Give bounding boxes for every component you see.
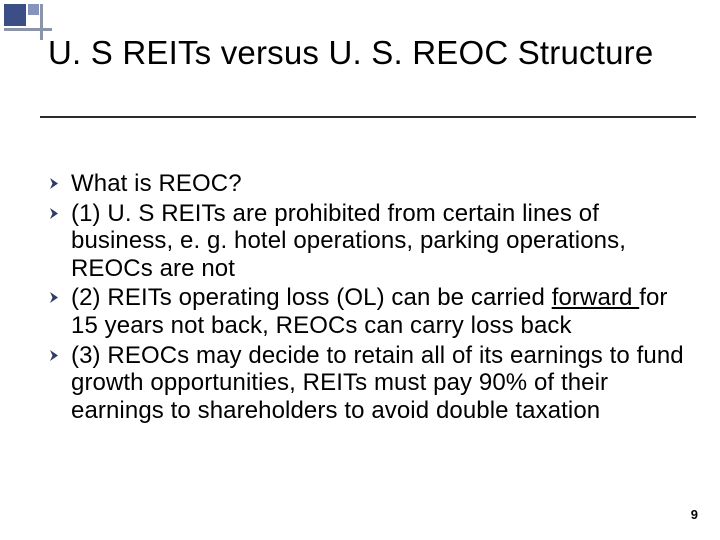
corner-decoration [0, 0, 54, 42]
slide-title: U. S REITs versus U. S. REOC Structure [48, 34, 668, 72]
bullet-arrow-icon [48, 177, 61, 195]
bullet-row: (2) REITs operating loss (OL) can be car… [48, 284, 688, 339]
slide-body: What is REOC?(1) U. S REITs are prohibit… [48, 170, 688, 426]
bullet-text: What is REOC? [71, 170, 242, 198]
bullet-text: (3) REOCs may decide to retain all of it… [71, 342, 688, 425]
title-underline-rule [40, 116, 696, 118]
bullet-arrow-icon [48, 291, 61, 309]
page-number: 9 [691, 507, 698, 522]
slide: U. S REITs versus U. S. REOC Structure W… [0, 0, 720, 540]
bullet-text-underlined: forward [552, 284, 640, 311]
bullet-arrow-icon [48, 349, 61, 367]
bullet-row: (1) U. S REITs are prohibited from certa… [48, 200, 688, 283]
bullet-text: (2) REITs operating loss (OL) can be car… [71, 284, 688, 339]
bullet-text: (1) U. S REITs are prohibited from certa… [71, 200, 688, 283]
bullet-text-pre: (2) REITs operating loss (OL) can be car… [71, 284, 552, 311]
bullet-row: (3) REOCs may decide to retain all of it… [48, 342, 688, 425]
bullet-row: What is REOC? [48, 170, 688, 198]
bullet-arrow-icon [48, 207, 61, 225]
